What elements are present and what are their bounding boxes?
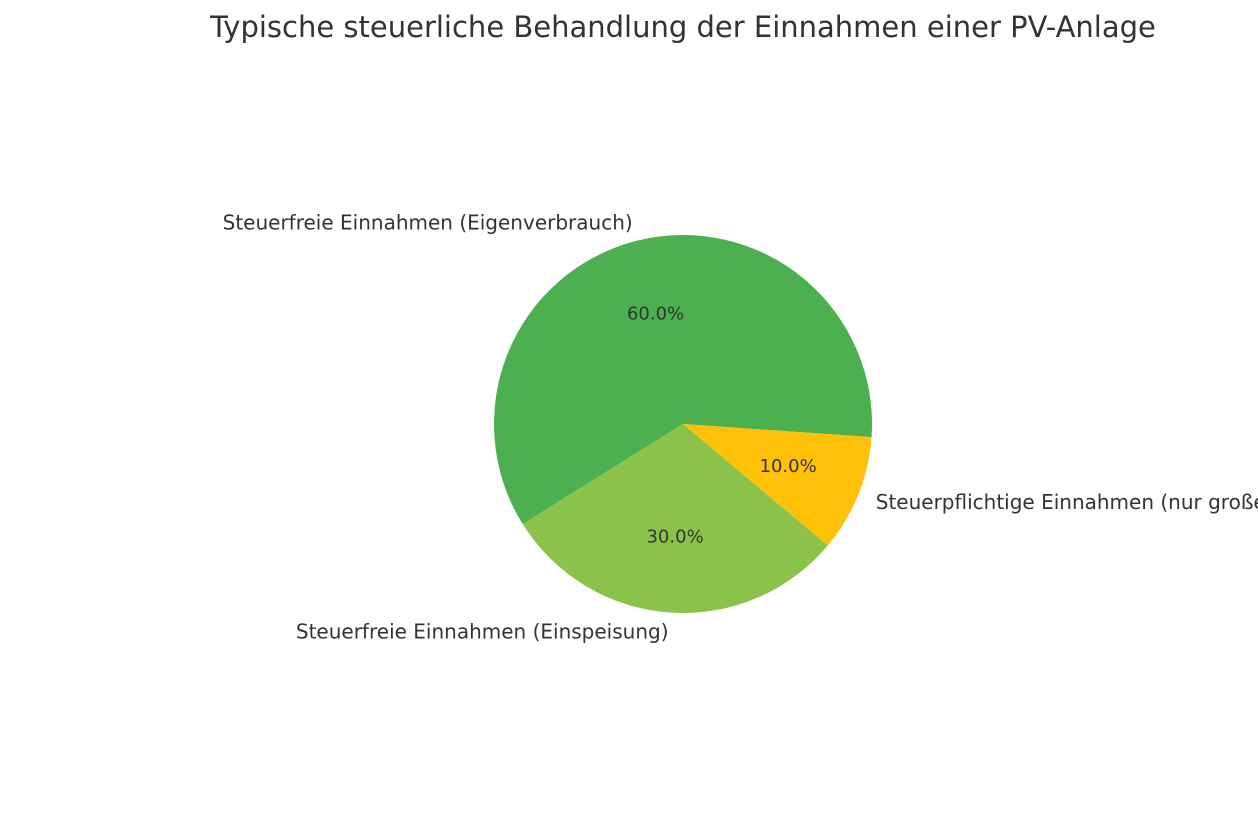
pie-percent-labels: 60.0% 30.0% 10.0%	[627, 303, 817, 547]
pie-percent-label-2: 30.0%	[646, 527, 703, 548]
pie-slice-1	[494, 234, 873, 525]
pie-slice-label-1: Steuerfreie Einnahmen (Eigenverbrauch)	[223, 210, 633, 234]
pie-slice-label-2: Steuerfreie Einnahmen (Einspeisung)	[296, 619, 669, 643]
pie-slices	[494, 234, 873, 613]
pie-slice-label-3: Steuerpflichtige Einnahmen (nur große An…	[876, 490, 1258, 514]
pie-percent-label-3: 10.0%	[760, 456, 817, 477]
chart-title: Typische steuerliche Behandlung der Einn…	[209, 10, 1156, 44]
pie-slice-2	[522, 424, 828, 613]
pie-slice-3	[683, 424, 872, 546]
pie-percent-label-1: 60.0%	[627, 303, 684, 324]
pie-slice-labels: Steuerfreie Einnahmen (Eigenverbrauch) St…	[223, 210, 1258, 643]
